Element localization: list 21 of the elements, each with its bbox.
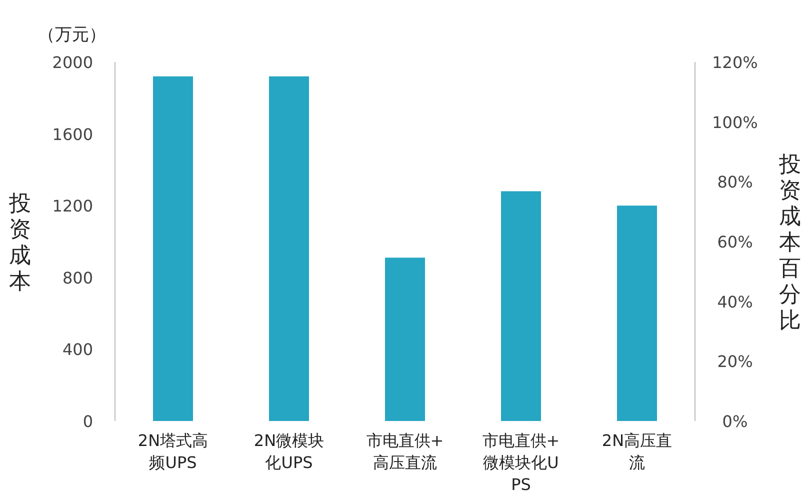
y-tick-label: 1200 (52, 196, 93, 216)
y2-tick-label: 60% (717, 232, 753, 252)
y-tick-label: 1600 (52, 124, 93, 144)
y-tick-label: 0 (82, 412, 93, 431)
x-tick-label: 2N高压直流 (602, 431, 672, 472)
y2-tick-label: 40% (717, 292, 753, 312)
y-axis-title: 投资成本 (8, 192, 31, 294)
y2-axis-title: 投资成本百分比 (778, 152, 801, 334)
y-tick-label: 800 (62, 268, 93, 288)
y2-tick-label: 100% (712, 112, 758, 132)
y2-tick-label: 0% (722, 412, 748, 431)
y2-tick-label: 80% (717, 172, 753, 192)
x-tick-label: 市电直供+高压直流 (366, 431, 444, 472)
y2-tick-label: 120% (712, 53, 758, 72)
text: （万元） (38, 25, 106, 45)
x-tick-label: 2N塔式高频UPS (138, 431, 208, 472)
y-tick-label: 2000 (52, 53, 93, 72)
x-tick-label: 2N微模块化UPS (254, 431, 324, 472)
y-tick-label: 400 (62, 340, 93, 360)
y2-tick-label: 20% (717, 352, 753, 372)
x-tick-label: 市电直供+微模块化UPS (482, 431, 560, 492)
